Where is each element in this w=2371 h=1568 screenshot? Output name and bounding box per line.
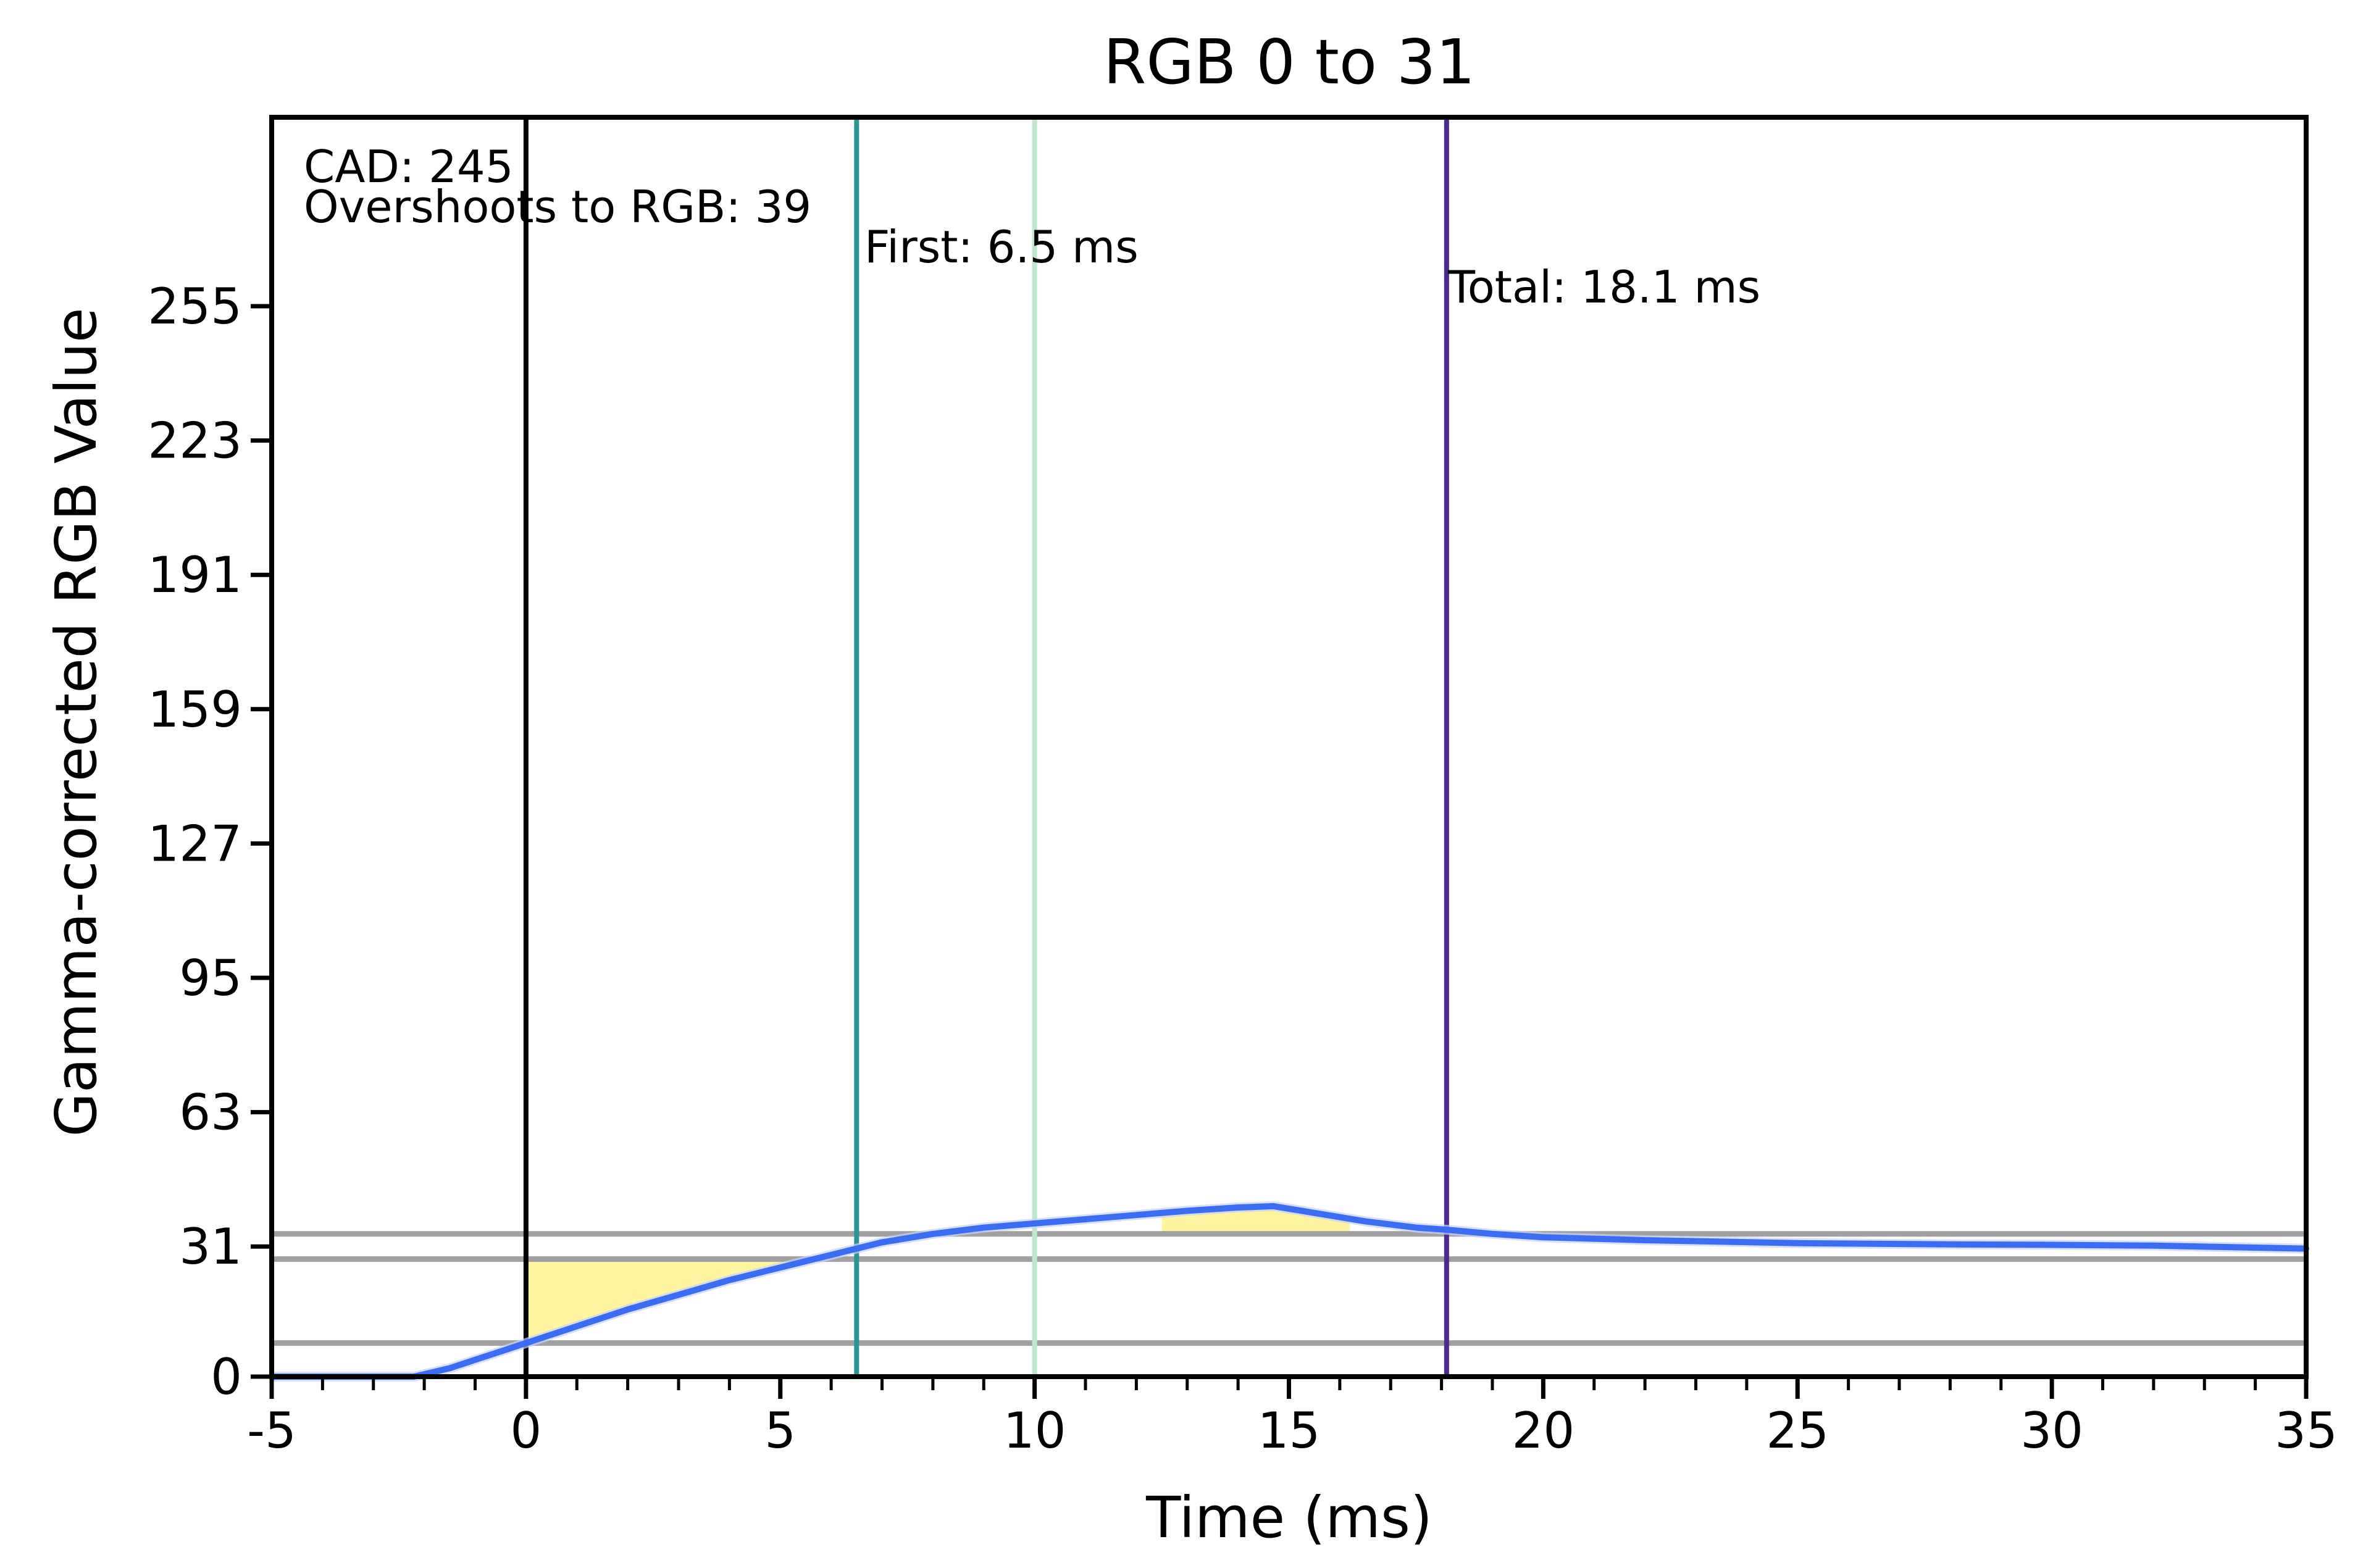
plot-background — [272, 117, 2306, 1377]
y-tick-label: 31 — [179, 1218, 242, 1275]
y-tick-label: 255 — [148, 278, 242, 335]
cad-annotation: CAD: 245 — [304, 141, 514, 193]
series-line — [269, 1203, 2309, 1380]
x-tick-label: 25 — [1766, 1402, 1829, 1459]
y-tick-label: 191 — [148, 546, 242, 604]
first-annotation: First: 6.5 ms — [864, 221, 1139, 273]
x-tick-label: 15 — [1258, 1402, 1321, 1459]
y-tick-label: 63 — [179, 1084, 242, 1141]
tolerance-lines — [272, 1231, 2306, 1346]
x-tick-label: 5 — [764, 1402, 796, 1459]
x-tick-label: 35 — [2275, 1402, 2338, 1459]
chart-title: RGB 0 to 31 — [1103, 26, 1475, 98]
overshoot-annotation: Overshoots to RGB: 39 — [304, 181, 811, 233]
series-group — [269, 1201, 2309, 1382]
x-tick-label: -5 — [247, 1402, 296, 1459]
y-tick-label: 95 — [179, 949, 242, 1007]
y-tick-label: 223 — [148, 412, 242, 470]
x-tick-label: 0 — [510, 1402, 542, 1459]
y-tick-label: 127 — [148, 815, 242, 872]
total-annotation: Total: 18.1 ms — [1447, 261, 1760, 313]
x-axis-ticks: -5 0 5 10 15 20 25 30 35 — [247, 1377, 2338, 1459]
x-tick-label: 10 — [1003, 1402, 1066, 1459]
plot-area — [272, 117, 2306, 1377]
y-tick-label: 0 — [211, 1348, 242, 1406]
shaded-region-0 — [525, 1259, 857, 1343]
x-tick-label: 30 — [2020, 1402, 2083, 1459]
y-axis-ticks: 0 31 63 95 127 159 191 223 255 — [148, 278, 272, 1406]
x-tick-label: 20 — [1512, 1402, 1574, 1459]
marker-lines — [523, 117, 1449, 1377]
y-tick-label: 159 — [148, 681, 242, 738]
x-axis-label: Time (ms) — [1145, 1485, 1432, 1551]
y-axis-label: Gamma-corrected RGB Value — [43, 307, 109, 1136]
